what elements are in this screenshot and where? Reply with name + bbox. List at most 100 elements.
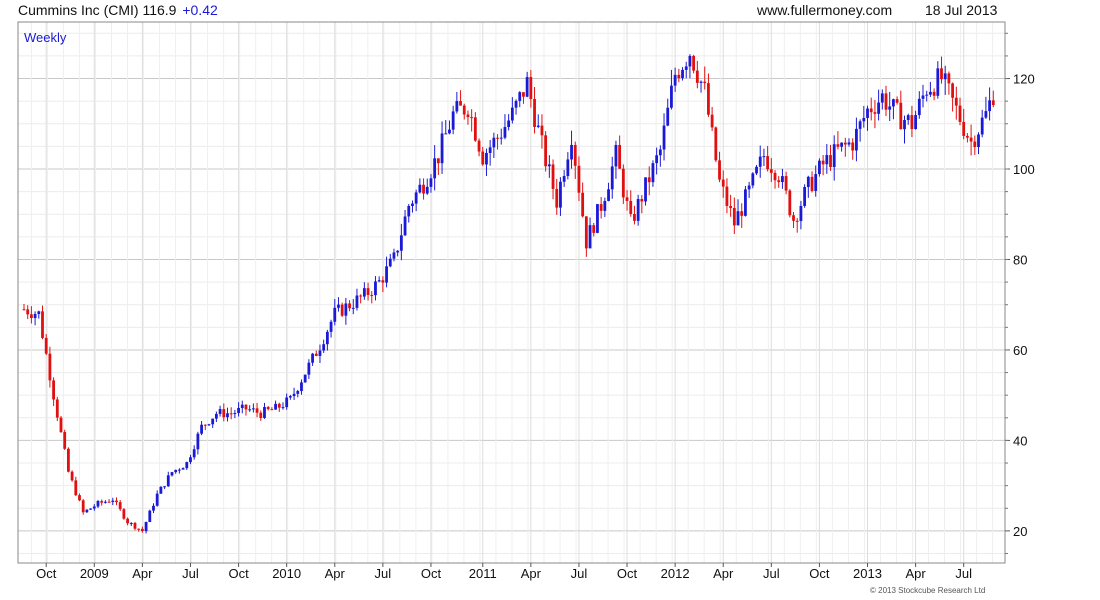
candle-body bbox=[222, 409, 226, 418]
candle-body bbox=[836, 144, 840, 147]
candle-body bbox=[536, 125, 540, 127]
candle-body bbox=[958, 105, 962, 122]
y-tick-label: 80 bbox=[1013, 252, 1027, 267]
x-tick-label: Apr bbox=[325, 566, 346, 581]
candle-body bbox=[592, 225, 596, 233]
candle-body bbox=[362, 288, 366, 297]
candle-body bbox=[954, 97, 958, 106]
x-tick-label: Apr bbox=[132, 566, 153, 581]
candle-body bbox=[673, 74, 677, 86]
candle-body bbox=[148, 510, 152, 522]
candle-body bbox=[670, 85, 673, 108]
candle-body bbox=[758, 156, 762, 167]
candle-body bbox=[644, 177, 647, 202]
candle-body bbox=[111, 500, 115, 502]
candle-body bbox=[792, 215, 795, 221]
candle-body bbox=[681, 69, 684, 79]
candle-body bbox=[873, 112, 877, 114]
candle-body bbox=[714, 127, 718, 161]
candle-body bbox=[851, 142, 855, 151]
candle-body bbox=[311, 353, 314, 363]
candle-body bbox=[240, 404, 244, 408]
candle-body bbox=[118, 502, 122, 510]
candle-body bbox=[710, 114, 714, 128]
candle-body bbox=[281, 407, 285, 409]
copyright-notice: © 2013 Stockcube Research Ltd bbox=[870, 586, 986, 595]
candle-body bbox=[895, 99, 899, 103]
candle-body bbox=[107, 501, 111, 503]
candle-body bbox=[81, 500, 85, 513]
ticker-change: +0.42 bbox=[182, 2, 218, 18]
candle-body bbox=[847, 142, 851, 145]
candle-body bbox=[22, 309, 26, 311]
candle-body bbox=[337, 304, 340, 308]
candle-body bbox=[555, 188, 559, 208]
candle-body bbox=[858, 121, 862, 129]
candle-body bbox=[381, 280, 385, 283]
candle-body bbox=[951, 83, 955, 98]
site-link[interactable]: www.fullermoney.com bbox=[757, 2, 893, 18]
candle-body bbox=[507, 120, 511, 128]
candle-body bbox=[492, 137, 496, 148]
candle-body bbox=[129, 522, 133, 524]
candle-body bbox=[899, 102, 903, 130]
candle-body bbox=[44, 337, 48, 354]
candle-body bbox=[843, 142, 847, 145]
candle-body bbox=[233, 413, 237, 415]
candle-body bbox=[359, 295, 363, 297]
candle-body bbox=[177, 469, 181, 471]
candle-body bbox=[755, 166, 758, 174]
candle-body bbox=[570, 144, 573, 160]
candle-body bbox=[618, 144, 622, 169]
candle-body bbox=[26, 309, 30, 315]
candle-body bbox=[163, 486, 166, 488]
candle-body bbox=[166, 475, 170, 487]
candle-body bbox=[610, 166, 614, 190]
candle-body bbox=[33, 314, 37, 319]
candle-body bbox=[374, 281, 377, 296]
x-tick-label: Oct bbox=[421, 566, 442, 581]
y-tick-label: 20 bbox=[1013, 524, 1027, 539]
candle-body bbox=[707, 83, 710, 115]
candle-body bbox=[322, 344, 326, 351]
candle-body bbox=[666, 107, 670, 126]
candle-body bbox=[203, 424, 207, 426]
candle-body bbox=[655, 155, 659, 164]
y-tick-label: 60 bbox=[1013, 343, 1027, 358]
candle-body bbox=[455, 101, 459, 112]
candle-body bbox=[355, 295, 359, 308]
candle-body bbox=[444, 133, 448, 135]
candle-body bbox=[647, 177, 651, 183]
candle-body bbox=[832, 144, 836, 168]
candle-body bbox=[544, 135, 548, 167]
candle-body bbox=[385, 266, 388, 283]
candle-body bbox=[329, 321, 333, 332]
candle-body bbox=[499, 137, 503, 139]
candle-body bbox=[821, 160, 825, 165]
candle-body bbox=[440, 133, 444, 164]
candle-body bbox=[340, 304, 344, 316]
candle-body bbox=[266, 407, 270, 410]
candle-body bbox=[633, 213, 636, 221]
candle-body bbox=[52, 380, 55, 400]
candle-body bbox=[103, 501, 107, 503]
candle-body bbox=[436, 158, 440, 164]
candle-body bbox=[729, 205, 733, 208]
candle-body bbox=[399, 235, 403, 251]
candle-body bbox=[599, 204, 603, 211]
x-tick-label: Jul bbox=[182, 566, 199, 581]
candle-body bbox=[237, 407, 240, 414]
candle-body bbox=[762, 156, 766, 158]
candle-body bbox=[695, 70, 699, 83]
candle-body bbox=[462, 105, 466, 115]
ticker-title: Cummins Inc (CMI) bbox=[18, 2, 139, 18]
candle-body bbox=[799, 205, 803, 222]
candle-body bbox=[818, 160, 821, 175]
candle-body bbox=[596, 204, 599, 233]
y-tick-label: 120 bbox=[1013, 72, 1035, 87]
candle-body bbox=[503, 127, 507, 138]
candle-body bbox=[684, 66, 688, 70]
candle-body bbox=[866, 108, 869, 118]
candle-body bbox=[348, 303, 351, 309]
candle-body bbox=[936, 68, 940, 96]
